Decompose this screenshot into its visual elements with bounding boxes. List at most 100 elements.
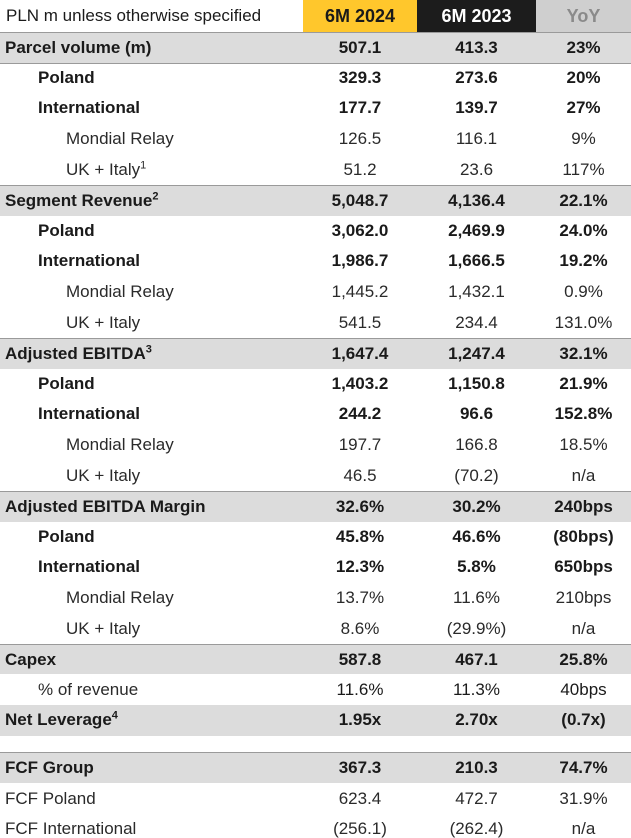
- units-note: PLN m unless otherwise specified: [6, 6, 262, 25]
- row-label: Poland: [38, 68, 95, 88]
- cell-6m-2024: 5,048.7: [331, 190, 389, 210]
- cell-yoy: (80bps): [553, 526, 614, 546]
- cell-6m-2024: 197.7: [338, 435, 382, 455]
- cell-6m-2024: 541.5: [338, 312, 382, 332]
- cell-yoy: 20%: [566, 68, 601, 88]
- table-row: UK + Italy1 51.2 23.6 117%: [0, 154, 631, 185]
- cell-yoy: 19.2%: [559, 251, 608, 271]
- cell-yoy: 32.1%: [559, 343, 608, 363]
- cell-6m-2024: 1,445.2: [331, 282, 389, 302]
- cell-6m-2024: 51.2: [343, 159, 377, 179]
- cell-6m-2024: 587.8: [338, 649, 382, 669]
- cell-6m-2024: 3,062.0: [331, 220, 389, 240]
- cell-yoy: 650bps: [554, 557, 613, 577]
- row-label: International: [38, 251, 141, 271]
- cell-yoy: 18.5%: [559, 435, 608, 455]
- cell-6m-2023: 210.3: [455, 757, 498, 777]
- row-label: Capex: [5, 649, 57, 669]
- cell-yoy: (0.7x): [561, 710, 606, 730]
- cell-6m-2023: 472.7: [455, 788, 498, 808]
- table-row: Parcel volume (m) 507.1 413.3 23%: [0, 32, 631, 63]
- table-row: International 1,986.7 1,666.5 19.2%: [0, 246, 631, 277]
- table-row: UK + Italy 541.5 234.4 131.0%: [0, 307, 631, 338]
- row-label: Adjusted EBITDA Margin: [5, 496, 206, 516]
- cell-6m-2023: 1,150.8: [448, 373, 505, 393]
- row-label: FCF Group: [5, 757, 94, 777]
- table-row: International 244.2 96.6 152.8%: [0, 399, 631, 430]
- table-row: FCF International (256.1) (262.4) n/a: [0, 814, 631, 838]
- cell-6m-2024: 177.7: [338, 98, 382, 118]
- row-label: Mondial Relay: [66, 587, 174, 607]
- cell-yoy: 74.7%: [559, 757, 608, 777]
- table-row: Mondial Relay 13.7% 11.6% 210bps: [0, 583, 631, 614]
- cell-yoy: 131.0%: [554, 312, 613, 332]
- table-row: Poland 45.8% 46.6% (80bps): [0, 522, 631, 553]
- cell-6m-2023: 30.2%: [452, 496, 501, 516]
- cell-yoy: 40bps: [560, 679, 607, 699]
- divider: [0, 735, 631, 753]
- table-row: FCF Poland 623.4 472.7 31.9%: [0, 783, 631, 814]
- cell-6m-2024: 1.95x: [338, 710, 382, 730]
- row-label: International: [38, 98, 141, 118]
- row-label: Segment Revenue2: [5, 190, 159, 210]
- cell-6m-2023: (29.9%): [446, 618, 507, 638]
- column-header-yoy: YoY: [536, 0, 631, 32]
- cell-6m-2024: 1,403.2: [331, 373, 389, 393]
- table-row: Mondial Relay 1,445.2 1,432.1 0.9%: [0, 277, 631, 308]
- cell-6m-2023: 166.8: [455, 435, 498, 455]
- table-row: Adjusted EBITDA3 1,647.4 1,247.4 32.1%: [0, 337, 631, 369]
- table-row: UK + Italy 46.5 (70.2) n/a: [0, 460, 631, 491]
- cell-yoy: n/a: [571, 819, 596, 838]
- cell-6m-2024: (256.1): [333, 819, 387, 838]
- cell-6m-2023: 234.4: [455, 312, 498, 332]
- table-row: Adjusted EBITDA Margin 32.6% 30.2% 240bp…: [0, 490, 631, 522]
- row-label: FCF Poland: [5, 788, 96, 808]
- cell-6m-2024: 244.2: [338, 404, 382, 424]
- cell-6m-2024: 126.5: [338, 129, 382, 149]
- row-label: Mondial Relay: [66, 282, 174, 302]
- row-label: UK + Italy: [66, 618, 141, 638]
- row-label: UK + Italy: [66, 465, 141, 485]
- row-label: Poland: [38, 220, 95, 240]
- cell-6m-2023: 413.3: [455, 37, 498, 57]
- cell-yoy: 21.9%: [559, 373, 608, 393]
- table-row: % of revenue 11.6% 11.3% 40bps: [0, 674, 631, 705]
- cell-6m-2023: 4,136.4: [448, 190, 505, 210]
- cell-6m-2023: 273.6: [455, 68, 498, 88]
- row-label: Parcel volume (m): [5, 37, 152, 57]
- table-row: Capex 587.8 467.1 25.8%: [0, 643, 631, 675]
- cell-yoy: n/a: [571, 618, 596, 638]
- cell-6m-2023: 467.1: [455, 649, 498, 669]
- row-label: Mondial Relay: [66, 435, 174, 455]
- cell-6m-2023: 1,432.1: [448, 282, 505, 302]
- cell-6m-2023: 139.7: [455, 98, 498, 118]
- cell-6m-2024: 32.6%: [335, 496, 385, 516]
- cell-6m-2023: (70.2): [454, 465, 499, 485]
- table-row: Net Leverage4 1.95x 2.70x (0.7x): [0, 705, 631, 736]
- row-label: % of revenue: [38, 679, 139, 699]
- cell-6m-2023: 1,666.5: [448, 251, 505, 271]
- table-row: FCF Group 367.3 210.3 74.7%: [0, 752, 631, 784]
- table-row: Mondial Relay 126.5 116.1 9%: [0, 124, 631, 155]
- cell-6m-2024: 13.7%: [335, 587, 385, 607]
- cell-yoy: 31.9%: [559, 788, 608, 808]
- cell-6m-2024: 45.8%: [335, 526, 385, 546]
- cell-6m-2023: 11.3%: [453, 679, 500, 699]
- cell-6m-2023: 46.6%: [452, 526, 501, 546]
- cell-6m-2024: 8.6%: [340, 618, 380, 638]
- row-label: International: [38, 557, 141, 577]
- cell-6m-2023: 96.6: [459, 404, 494, 424]
- cell-yoy: 117%: [562, 159, 605, 179]
- cell-6m-2023: 23.6: [459, 159, 494, 179]
- cell-6m-2023: 2.70x: [455, 710, 498, 730]
- row-label: Poland: [38, 526, 95, 546]
- cell-6m-2024: 46.5: [343, 465, 377, 485]
- cell-yoy: 22.1%: [559, 190, 608, 210]
- row-label: Mondial Relay: [66, 129, 174, 149]
- table-row: Poland 1,403.2 1,150.8 21.9%: [0, 369, 631, 400]
- cell-6m-2024: 12.3%: [335, 557, 385, 577]
- row-label: FCF International: [5, 819, 137, 838]
- cell-yoy: 25.8%: [559, 649, 608, 669]
- row-label: International: [38, 404, 141, 424]
